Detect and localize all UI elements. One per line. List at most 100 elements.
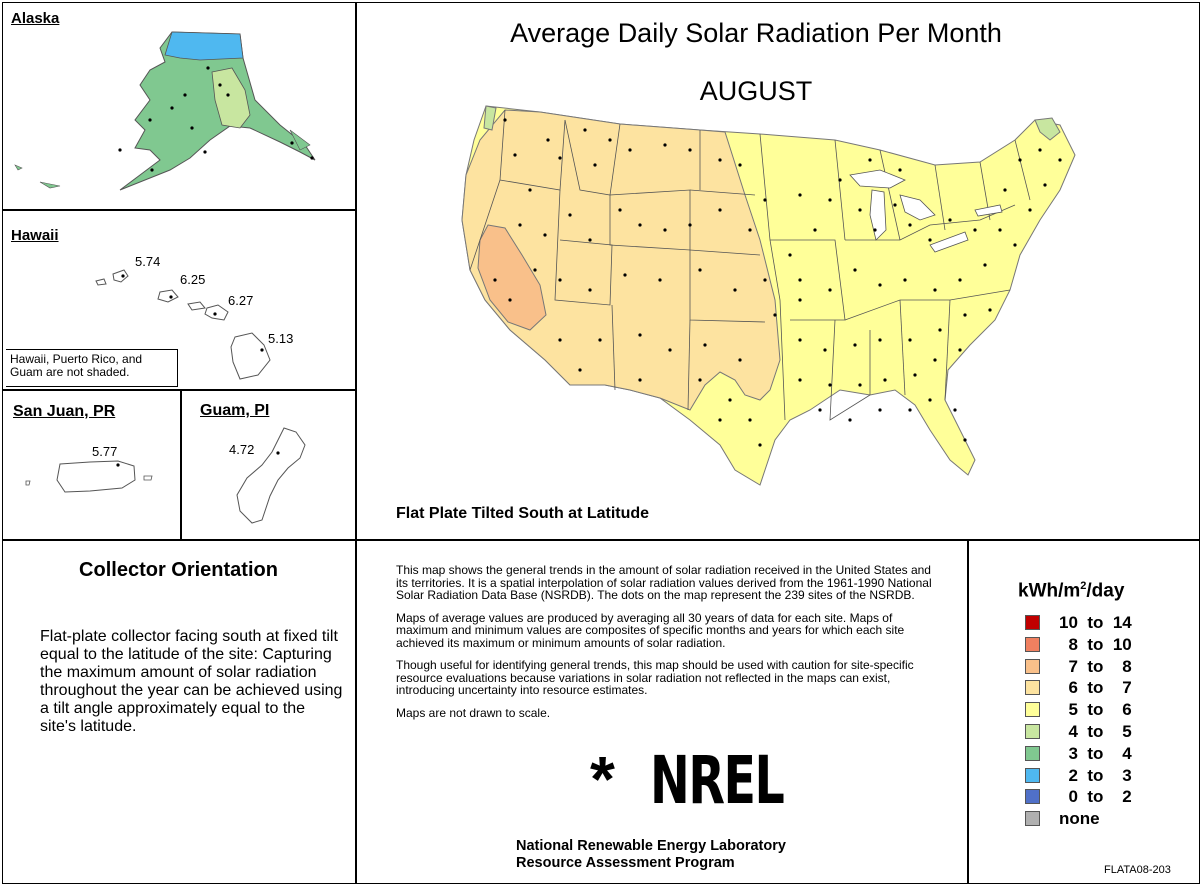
site-dot [688, 223, 692, 227]
legend-unit-sup: 2 [1080, 580, 1087, 592]
site-dot [828, 198, 832, 202]
legend-title: kWh/m2/day [1018, 580, 1124, 602]
site-dot [698, 378, 702, 382]
site-dot [1018, 158, 1022, 162]
site-dot [868, 158, 872, 162]
legend-swatch [1025, 789, 1040, 805]
orientation-title: Collector Orientation [79, 559, 278, 581]
site-dot [658, 278, 662, 282]
site-dot [508, 298, 512, 302]
site-dot [878, 408, 882, 412]
site-dot [663, 228, 667, 232]
description-p4: Maps are not drawn to scale. [396, 705, 551, 720]
legend-label: 8 to 10 [1059, 634, 1132, 654]
divider-vertical-left [355, 2, 357, 884]
site-dot [763, 278, 767, 282]
legend-item: 0 to 2 [1025, 787, 1185, 807]
site-dot [1038, 148, 1042, 152]
site-dot [698, 268, 702, 272]
legend-swatch [1025, 636, 1040, 652]
divider-hawaii-pr [2, 389, 356, 391]
site-dot [813, 228, 817, 232]
site-dot [858, 383, 862, 387]
site-dot [798, 378, 802, 382]
site-dot [763, 198, 767, 202]
site-dot [1003, 188, 1007, 192]
guam-map [236, 427, 306, 524]
site-dot [928, 238, 932, 242]
legend-label: 6 to 7 [1059, 678, 1132, 698]
legend-label: 10 to 14 [1059, 613, 1132, 632]
legend-label: 7 to 8 [1059, 656, 1132, 676]
site-dot [933, 358, 937, 362]
hawaii-map [95, 269, 271, 380]
site-dot [588, 238, 592, 242]
site-dot [638, 223, 642, 227]
site-dot [928, 398, 932, 402]
site-dot [973, 228, 977, 232]
site-dot [546, 138, 550, 142]
site-dot [798, 193, 802, 197]
legend-item: none [1025, 809, 1185, 829]
legend-swatch [1025, 658, 1040, 674]
site-dot [838, 178, 842, 182]
description-p2: Maps of average values are produced by a… [396, 610, 905, 650]
site-dot [558, 156, 562, 160]
map-title: Average Daily Solar Radiation Per Month [510, 18, 1002, 48]
site-dot [663, 143, 667, 147]
map-month: AUGUST [699, 76, 813, 106]
site-dot [493, 278, 497, 282]
map-code: FLATA08-203 [1104, 864, 1171, 876]
site-dot [773, 313, 777, 317]
site-dot [913, 373, 917, 377]
site-dot [623, 273, 627, 277]
site-dot [1043, 183, 1047, 187]
site-dot [528, 188, 532, 192]
legend-swatch [1025, 615, 1040, 630]
site-dot [618, 208, 622, 212]
site-dot [748, 228, 752, 232]
site-dot [718, 158, 722, 162]
hawaii-value-1: 5.74 [135, 254, 161, 269]
site-dot [848, 418, 852, 422]
site-dot [828, 383, 832, 387]
site-dot [733, 288, 737, 292]
site-dot [728, 398, 732, 402]
site-dot [608, 138, 612, 142]
site-dot [568, 213, 572, 217]
divider-alaska-hawaii [2, 209, 356, 211]
site-dot [558, 278, 562, 282]
site-dot [578, 368, 582, 372]
hawaii-value-3: 6.27 [228, 293, 254, 308]
site-dot [598, 338, 602, 342]
legend-label: none [1059, 809, 1100, 829]
legend-swatch [1025, 811, 1040, 827]
site-dot [638, 333, 642, 337]
legend-unit: kWh/m [1018, 580, 1081, 602]
map-subtitle: Flat Plate Tilted South at Latitude [396, 505, 650, 522]
guam-value: 4.72 [229, 442, 255, 457]
site-dot [958, 278, 962, 282]
us-map [461, 105, 1076, 486]
site-dot [798, 338, 802, 342]
orientation-text: Flat-plate collector facing south at fix… [40, 628, 343, 735]
legend-label: 2 to 3 [1059, 765, 1132, 785]
san-juan-value: 5.77 [92, 444, 118, 459]
legend-item: 6 to 7 [1025, 678, 1185, 698]
site-dot [1058, 158, 1062, 162]
site-dot [853, 268, 857, 272]
legend-item: 3 to 4 [1025, 744, 1185, 764]
site-dot [948, 218, 952, 222]
legend-unit-rest: /day [1086, 580, 1125, 602]
site-dot [828, 288, 832, 292]
site-dot [998, 228, 1002, 232]
site-dot [953, 408, 957, 412]
legend-item: 2 to 3 [1025, 766, 1185, 786]
site-dot [908, 338, 912, 342]
legend-label: 3 to 4 [1059, 743, 1132, 763]
legend-label: 5 to 6 [1059, 700, 1132, 720]
site-dot [963, 313, 967, 317]
site-dot [963, 438, 967, 442]
site-dot [798, 278, 802, 282]
site-dot [858, 208, 862, 212]
